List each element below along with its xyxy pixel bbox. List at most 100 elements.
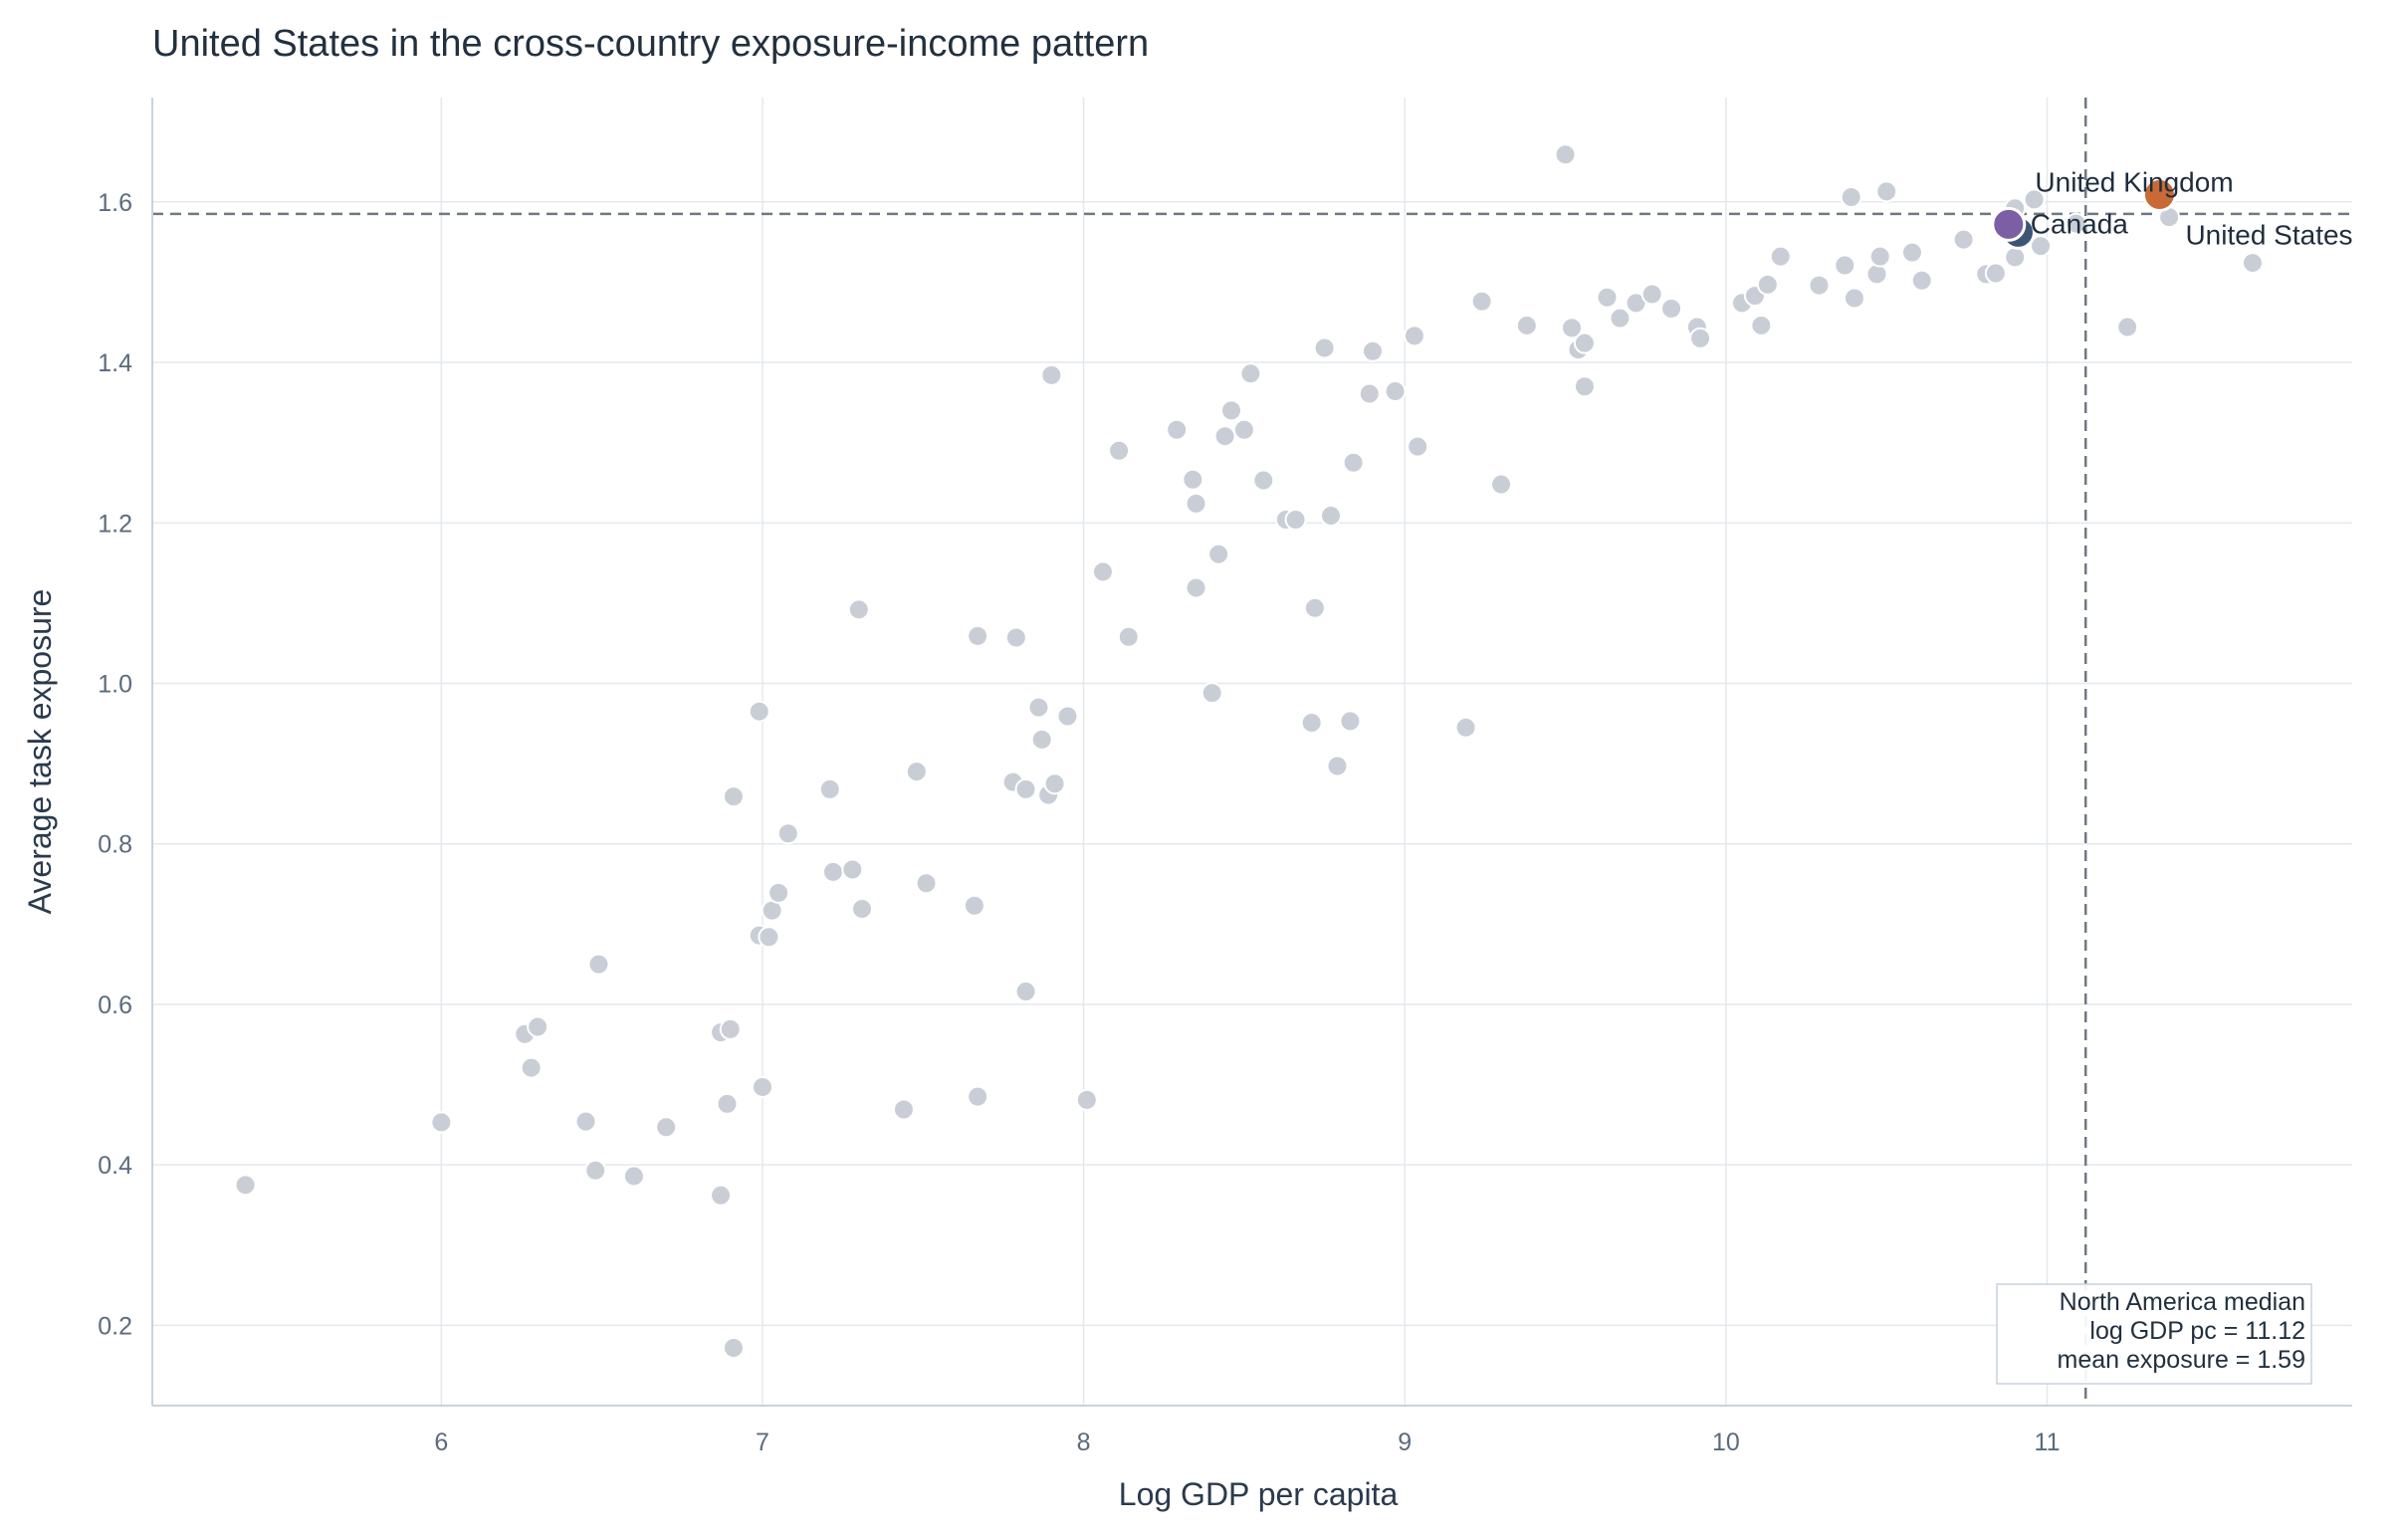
country-point [818, 777, 841, 800]
gridlines [152, 98, 2352, 1406]
country-point [1056, 705, 1079, 728]
country-point [722, 1336, 745, 1359]
country-point [892, 1098, 915, 1121]
canada-point [1991, 206, 2027, 242]
x-tick-label: 10 [1712, 1429, 1740, 1456]
country-point [748, 700, 770, 723]
country-point [751, 1075, 773, 1098]
x-tick-label: 9 [1398, 1429, 1412, 1456]
country-point [1384, 380, 1407, 403]
country-point [1865, 263, 1888, 286]
united-states-label: United States [2185, 219, 2352, 250]
x-tick-label: 7 [756, 1429, 769, 1456]
country-point [758, 926, 780, 949]
country-point [716, 1092, 739, 1115]
y-tick-label: 0.8 [98, 831, 132, 859]
country-point [915, 872, 938, 895]
country-point [587, 953, 610, 976]
country-point [905, 761, 928, 783]
country-point [2023, 188, 2046, 211]
country-point [1043, 772, 1066, 795]
country-point [1358, 382, 1381, 405]
y-tick-label: 1.4 [98, 349, 132, 377]
country-point [821, 860, 844, 883]
country-point [584, 1159, 607, 1182]
country-point [2116, 316, 2139, 338]
country-point [1952, 228, 1975, 251]
united-kingdom-point [2141, 177, 2177, 213]
country-point [851, 898, 874, 921]
country-point [1868, 245, 1891, 268]
country-point [1750, 314, 1773, 336]
country-point [967, 1085, 989, 1108]
data-points [234, 143, 2264, 1359]
country-point [1769, 245, 1792, 268]
country-point [841, 858, 864, 881]
country-point [767, 881, 790, 904]
country-point [622, 1165, 645, 1188]
canada-label: Canada [2031, 208, 2129, 239]
country-point [1075, 1088, 1098, 1111]
country-point [1573, 331, 1596, 354]
axes: 6 7 8 9 10 11 0.2 0.4 0.6 0.8 1.0 1.2 1.4 1.6 [98, 98, 2352, 1456]
country-point [2065, 212, 2087, 235]
country-point [1561, 317, 1584, 339]
country-point [1834, 254, 1856, 277]
annotation-line: log GDP pc = 11.12 [2089, 1317, 2305, 1345]
country-point [1640, 283, 1663, 306]
country-point [1609, 307, 1632, 330]
country-point [1361, 339, 1384, 362]
reference-lines [152, 98, 2352, 1406]
annotation-line: North America median [2060, 1288, 2305, 1316]
country-point [1840, 185, 1862, 208]
country-point [2030, 235, 2053, 258]
country-point [1689, 327, 1712, 349]
country-point [1185, 576, 1207, 599]
country-point [1515, 314, 1538, 336]
country-point [2241, 252, 2264, 275]
united-kingdom-label: United Kingdom [2035, 167, 2233, 198]
y-axis-title: Average task exposure [22, 589, 58, 915]
y-tick-label: 0.2 [98, 1312, 132, 1340]
country-point [1554, 143, 1577, 166]
chart-title: United States in the cross-country expos… [152, 23, 1149, 65]
country-point [520, 1056, 543, 1079]
country-point [1660, 298, 1683, 321]
country-point [1185, 492, 1207, 515]
country-point [1117, 625, 1140, 648]
x-tick-label: 8 [1077, 1429, 1091, 1456]
country-point [1984, 262, 2007, 285]
x-axis-title: Log GDP per capita [1119, 1476, 1399, 1512]
country-point [1470, 290, 1493, 313]
country-point [776, 822, 799, 845]
country-point [1843, 287, 1865, 310]
country-point [1313, 336, 1336, 359]
country-point [1030, 728, 1053, 751]
country-point [1166, 418, 1189, 441]
country-point [967, 624, 989, 647]
country-point [710, 1184, 733, 1207]
country-point [1596, 286, 1619, 309]
country-point [1040, 363, 1063, 386]
country-point [1252, 469, 1275, 492]
country-point [1014, 777, 1037, 800]
country-point [1901, 241, 1923, 264]
country-point [1207, 543, 1230, 565]
annotation-line: mean exposure = 1.59 [2058, 1346, 2305, 1374]
country-point [1303, 596, 1326, 619]
country-point [1213, 425, 1236, 448]
country-point [1407, 435, 1429, 458]
country-point [527, 1015, 549, 1038]
country-point [430, 1111, 453, 1134]
country-point [719, 1017, 742, 1040]
country-point [1490, 473, 1513, 496]
annotation-box [1996, 1283, 2312, 1385]
x-tick-label: 6 [434, 1429, 448, 1456]
country-point [1108, 439, 1131, 462]
country-point [1239, 362, 1262, 385]
country-point [1027, 696, 1050, 719]
country-point [2004, 246, 2027, 269]
highlighted-points [1991, 177, 2177, 250]
country-point [1573, 375, 1596, 398]
